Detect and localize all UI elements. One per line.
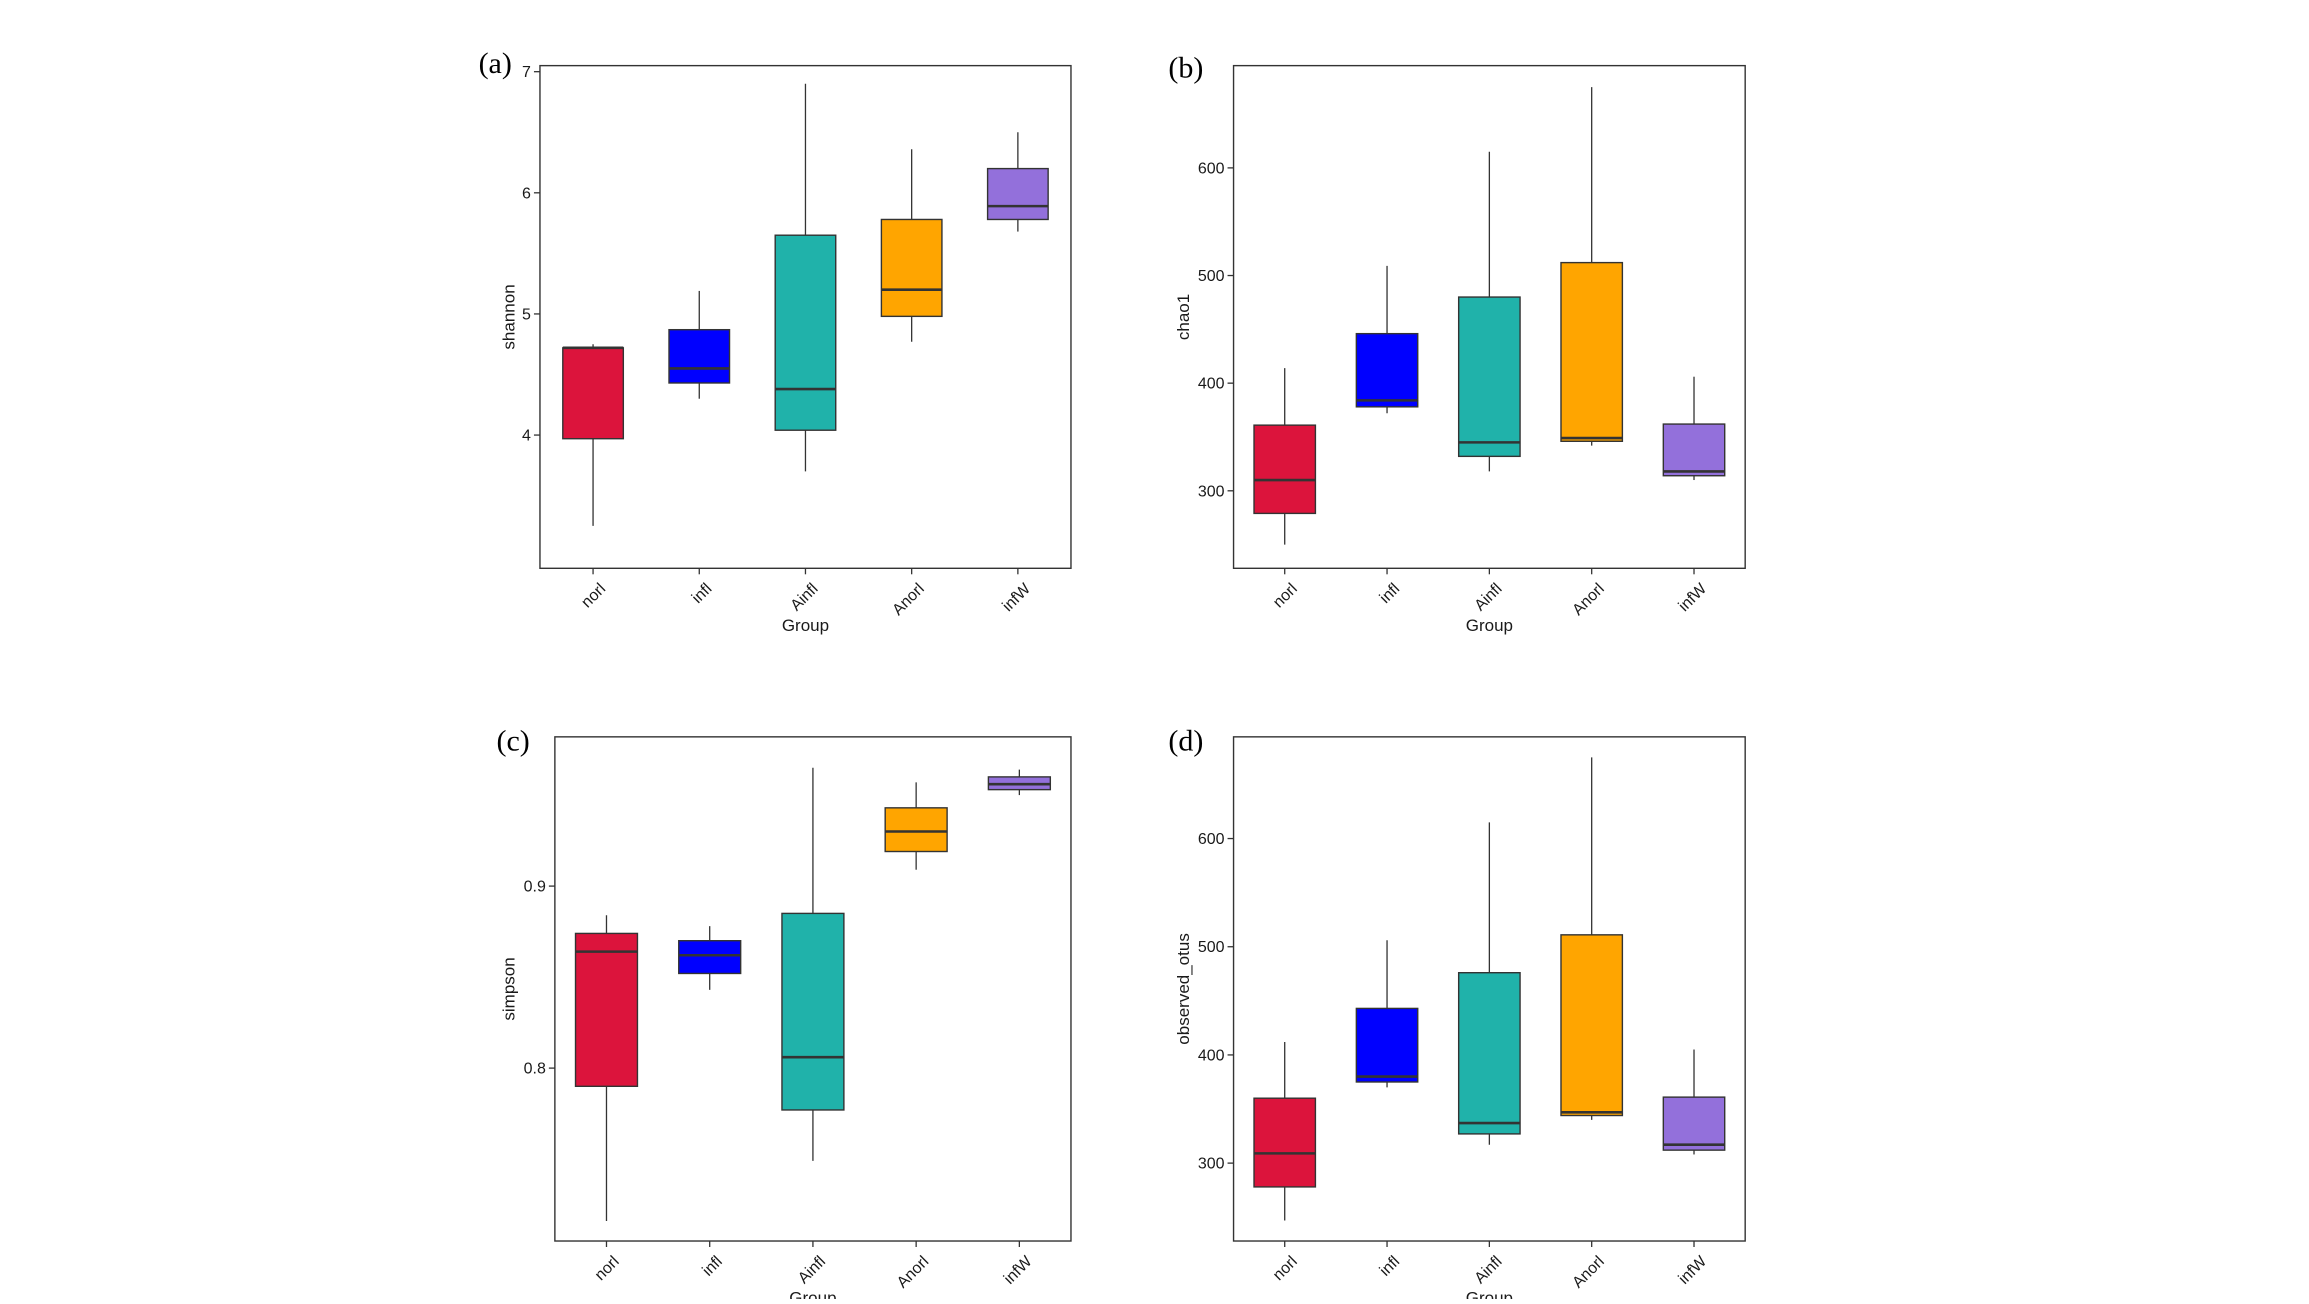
box-body xyxy=(1355,1007,1419,1083)
box-body xyxy=(678,940,742,975)
y-tick-label: 500 xyxy=(1198,939,1225,956)
box-infW xyxy=(1662,376,1726,481)
box-Anorl xyxy=(1560,87,1624,446)
y-tick-label: 600 xyxy=(1198,160,1225,177)
box-body xyxy=(1457,972,1521,1135)
box-infl xyxy=(1355,940,1419,1088)
box-body xyxy=(1662,423,1726,477)
panel-2: (b) 300 400 500 600 chao1 Group norl infl Ainfl An… xyxy=(1168,52,1746,635)
x-tick-label: Ainfl xyxy=(788,580,822,614)
y-tick-label: 6 xyxy=(522,185,531,202)
x-axis-title: Group xyxy=(782,616,829,635)
y-tick-label: 600 xyxy=(1198,831,1225,848)
box-body xyxy=(574,932,639,1088)
box-infl xyxy=(678,926,742,990)
box-body xyxy=(986,167,1049,221)
x-axis-title: Group xyxy=(789,1289,836,1299)
x-tick-label: infW xyxy=(1001,1253,1036,1288)
box-Ainfl xyxy=(1457,151,1521,472)
panel-4: (d) 300 400 500 600 observed_otus Group norl inf… xyxy=(1168,724,1746,1304)
x-tick-label: infl xyxy=(1377,1253,1403,1279)
box-body xyxy=(1457,296,1521,458)
x-axis-title: Group xyxy=(1466,1289,1513,1299)
box-body xyxy=(774,234,837,431)
box-norl xyxy=(1253,1041,1317,1221)
y-tick-label: 500 xyxy=(1198,268,1225,285)
x-tick-label: Anorl xyxy=(1569,580,1607,618)
box-Ainfl xyxy=(781,767,845,1161)
box-body xyxy=(884,807,948,853)
x-tick-label: norl xyxy=(592,1253,623,1284)
x-tick-label: norl xyxy=(1270,1253,1301,1284)
box-Ainfl xyxy=(774,83,837,472)
panel-label: (b) xyxy=(1168,52,1203,85)
box-body xyxy=(1355,332,1419,408)
x-tick-label: Anorl xyxy=(1569,1253,1607,1291)
box-body xyxy=(1253,1097,1317,1188)
y-tick-label: 300 xyxy=(1198,483,1225,500)
box-Anorl xyxy=(884,782,948,870)
x-tick-label: infW xyxy=(999,580,1034,615)
box-body xyxy=(668,328,731,384)
panel-3: (c) 0.8 0.9 simpson Group norl infl Ainfl Anorl i… xyxy=(496,724,1072,1304)
box-body xyxy=(1560,934,1624,1117)
x-axis-title: Group xyxy=(1466,616,1513,635)
box-infW xyxy=(1662,1049,1726,1155)
x-tick-label: norl xyxy=(578,580,609,611)
box-infW xyxy=(986,132,1049,232)
y-tick-label: 7 xyxy=(522,64,531,81)
box-norl xyxy=(574,915,639,1221)
x-tick-label: infl xyxy=(699,1253,725,1279)
box-norl xyxy=(562,344,625,526)
panel-label: (a) xyxy=(479,47,512,80)
x-tick-label: Ainfl xyxy=(795,1253,829,1287)
y-tick-label: 0.9 xyxy=(524,879,546,896)
box-infl xyxy=(668,290,731,399)
box-Anorl xyxy=(1560,757,1624,1120)
y-tick-label: 400 xyxy=(1198,1047,1225,1064)
y-tick-label: 300 xyxy=(1198,1156,1225,1173)
box-body xyxy=(781,912,845,1111)
box-body xyxy=(1253,424,1317,515)
x-tick-label: infW xyxy=(1676,1253,1711,1288)
y-tick-label: 400 xyxy=(1198,376,1225,393)
panel-label: (c) xyxy=(496,724,529,757)
panel-1: (a) 4 5 6 7 shannon Group norl infl Ainfl Anorl inf… xyxy=(479,47,1072,635)
box-norl xyxy=(1253,368,1317,545)
box-Ainfl xyxy=(1457,822,1521,1145)
y-axis-title: observed_otus xyxy=(1174,933,1193,1045)
box-Anorl xyxy=(880,149,943,342)
x-tick-label: infW xyxy=(1676,580,1711,615)
panel-label: (d) xyxy=(1168,724,1203,757)
y-tick-label: 4 xyxy=(522,428,531,445)
box-body xyxy=(1560,261,1624,442)
box-body xyxy=(880,218,943,318)
x-tick-label: Anorl xyxy=(894,1253,932,1291)
y-axis-title: chao1 xyxy=(1174,294,1193,340)
box-infl xyxy=(1355,265,1419,414)
y-tick-label: 0.8 xyxy=(524,1061,546,1078)
x-tick-label: norl xyxy=(1270,580,1301,611)
y-axis-title: simpson xyxy=(500,957,519,1020)
y-axis-title: shannon xyxy=(500,284,519,349)
box-body xyxy=(562,347,625,440)
x-tick-label: Anorl xyxy=(889,580,927,618)
x-tick-label: infl xyxy=(1377,580,1403,606)
y-tick-label: 5 xyxy=(522,306,531,323)
box-infW xyxy=(987,769,1052,796)
x-tick-label: infl xyxy=(689,580,715,606)
box-body xyxy=(1662,1096,1726,1151)
x-tick-label: Ainfl xyxy=(1472,580,1506,614)
x-tick-label: Ainfl xyxy=(1472,1253,1506,1287)
